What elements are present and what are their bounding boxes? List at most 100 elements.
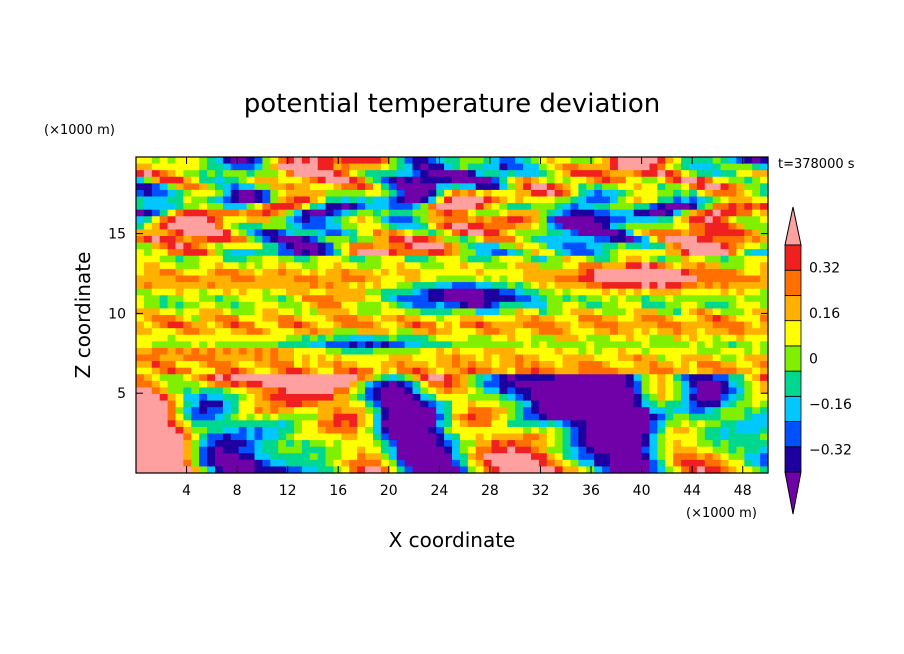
field-cell xyxy=(317,170,327,178)
field-cell xyxy=(373,209,382,217)
field-cell xyxy=(444,255,453,263)
field-cell xyxy=(452,275,461,283)
field-cell xyxy=(452,308,461,316)
field-cell xyxy=(752,354,761,362)
field-cell xyxy=(278,229,287,237)
field-cell xyxy=(736,466,745,474)
field-cell xyxy=(633,453,643,461)
field-cell xyxy=(515,229,524,237)
field-cell xyxy=(412,209,421,217)
field-cell xyxy=(617,328,627,336)
field-cell xyxy=(215,354,224,362)
field-cell xyxy=(641,361,651,369)
field-cell xyxy=(230,361,240,369)
field-cell xyxy=(436,361,445,369)
field-cell xyxy=(689,268,698,277)
field-cell xyxy=(349,315,358,323)
field-cell xyxy=(728,196,737,204)
field-cell xyxy=(554,268,564,277)
field-cell xyxy=(594,440,603,448)
field-cell xyxy=(452,242,461,250)
field-cell xyxy=(388,157,398,165)
field-cell xyxy=(554,255,564,263)
field-cell xyxy=(365,163,374,171)
field-cell xyxy=(373,466,382,474)
field-cell xyxy=(349,242,358,250)
field-cell xyxy=(278,282,287,290)
field-cell xyxy=(712,242,722,250)
field-cell xyxy=(602,308,611,316)
field-cell xyxy=(515,459,524,468)
field-cell xyxy=(499,394,508,402)
field-cell xyxy=(562,157,572,165)
field-cell xyxy=(744,407,753,415)
field-cell xyxy=(665,347,674,356)
field-cell xyxy=(744,347,753,356)
field-cell xyxy=(167,249,177,257)
field-cell xyxy=(602,189,611,198)
field-cell xyxy=(301,380,311,389)
field-cell xyxy=(175,440,184,448)
field-cell xyxy=(546,189,556,198)
field-cell xyxy=(760,433,769,441)
field-cell xyxy=(325,459,335,468)
field-cell xyxy=(215,328,224,336)
field-cell xyxy=(380,341,390,349)
field-cell xyxy=(412,426,421,435)
field-cell xyxy=(570,249,579,257)
field-cell xyxy=(365,216,374,224)
field-cell xyxy=(357,268,366,277)
field-cell xyxy=(760,183,769,191)
field-cell xyxy=(333,170,342,178)
field-cell xyxy=(136,394,145,402)
field-cell xyxy=(578,420,587,428)
field-cell xyxy=(704,440,714,448)
field-cell xyxy=(728,189,737,198)
field-cell xyxy=(617,275,627,283)
field-cell xyxy=(562,466,572,474)
field-cell xyxy=(412,203,421,211)
field-cell xyxy=(736,413,745,421)
field-cell xyxy=(475,334,485,342)
field-cell xyxy=(531,236,540,244)
field-cell xyxy=(215,209,224,217)
field-cell xyxy=(143,242,153,250)
field-cell xyxy=(752,341,761,349)
field-cell xyxy=(728,262,737,270)
field-cell xyxy=(349,229,358,237)
field-cell xyxy=(404,347,414,356)
field-cell xyxy=(578,426,587,435)
field-cell xyxy=(752,446,761,454)
field-cell xyxy=(420,466,429,474)
field-cell xyxy=(254,196,263,204)
field-cell xyxy=(222,249,232,257)
field-cell xyxy=(586,275,595,283)
field-cell xyxy=(538,347,548,356)
field-cell xyxy=(554,308,564,316)
field-cell xyxy=(633,433,643,441)
field-cell xyxy=(325,446,335,454)
field-cell xyxy=(278,176,287,184)
field-cell xyxy=(712,295,722,303)
field-cell xyxy=(349,426,358,435)
field-cell xyxy=(467,367,477,375)
field-cell xyxy=(317,295,327,303)
field-cell xyxy=(238,407,248,415)
field-cell xyxy=(681,203,690,211)
field-cell xyxy=(491,367,500,375)
field-cell xyxy=(696,170,706,178)
field-cell xyxy=(286,216,295,224)
field-cell xyxy=(696,282,706,290)
field-cell xyxy=(452,347,461,356)
field-cell xyxy=(167,413,177,421)
field-cell xyxy=(483,229,493,237)
field-cell xyxy=(286,380,295,389)
field-cell xyxy=(246,315,256,323)
field-cell xyxy=(183,288,192,296)
field-cell xyxy=(617,249,627,257)
field-cell xyxy=(562,301,572,310)
field-cell xyxy=(388,295,398,303)
field-cell xyxy=(625,446,635,454)
field-cell xyxy=(349,433,358,441)
